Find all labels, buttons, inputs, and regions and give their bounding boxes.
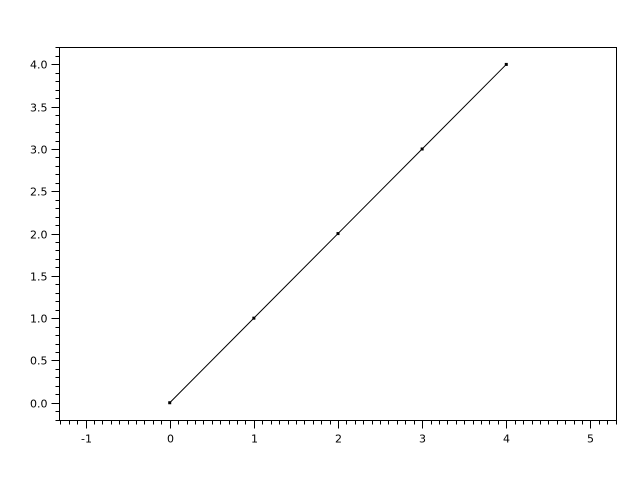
y-tick-label: 1.5: [30, 271, 48, 284]
data-point: [420, 147, 424, 151]
y-tick-label: 0.0: [30, 398, 48, 411]
y-tick-label: 2.0: [30, 229, 48, 242]
data-point: [336, 232, 340, 236]
y-axis: 0.0 0.5 1.0 1.5 2.0 2.5 3.0 3.5 4.0: [30, 47, 60, 421]
y-tick-label: 3.0: [30, 144, 48, 157]
x-tick-label: -1: [81, 433, 92, 446]
x-tick-label: 1: [251, 433, 258, 446]
y-tick-label: 1.0: [30, 313, 48, 326]
series-group: [168, 62, 508, 405]
x-tick-label: 0: [167, 433, 174, 446]
data-point: [168, 401, 172, 405]
data-point: [504, 62, 508, 66]
y-tick-label: 2.5: [30, 186, 48, 199]
y-tick-label: 4.0: [30, 59, 48, 72]
x-tick-label: 4: [503, 433, 510, 446]
x-tick-label: 2: [335, 433, 342, 446]
x-tick-label: 3: [419, 433, 426, 446]
x-axis: -1 0 1 2 3 4 5: [60, 420, 617, 446]
x-tick-label: 5: [587, 433, 594, 446]
y-tick-label: 0.5: [30, 355, 48, 368]
data-point: [252, 316, 256, 320]
y-tick-label: 3.5: [30, 102, 48, 115]
